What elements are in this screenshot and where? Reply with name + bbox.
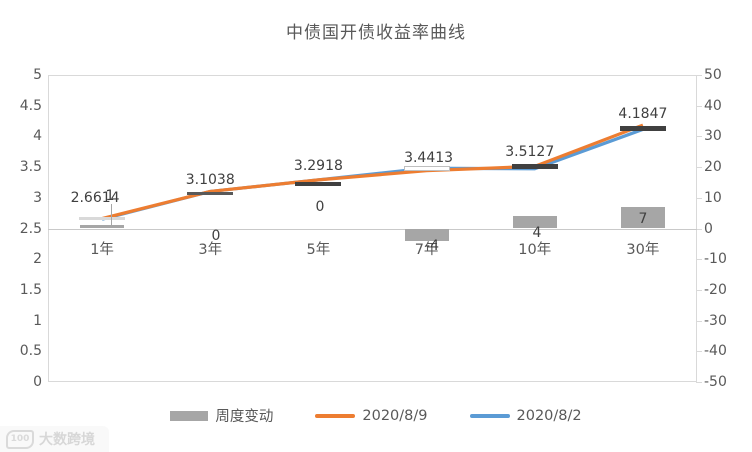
left-axis-tick: 0.5: [19, 343, 42, 360]
weekly-change-bar: [512, 216, 557, 229]
legend-item: 2020/8/2: [469, 407, 582, 424]
left-axis-tick: 2.5: [19, 220, 42, 237]
weekly-change-label: 0: [315, 199, 325, 215]
watermark-text: 大数跨境: [39, 432, 95, 448]
yield-value-label: 3.4413: [404, 149, 454, 166]
right-axis-tick: 10: [704, 189, 722, 206]
left-axis-tick: 1: [33, 312, 42, 329]
right-axis-tick: 50: [704, 67, 722, 83]
weekly-change-bar: [80, 225, 125, 229]
x-axis-category: 5年: [306, 242, 331, 258]
zero-axis-line: [48, 228, 697, 230]
right-axis-tick: 0: [704, 220, 713, 237]
right-axis-tick-mark: [696, 320, 702, 322]
weekly-change-bar: [620, 207, 665, 229]
legend-swatch-line: [315, 413, 356, 418]
yield-value-label: 2.6614: [70, 189, 120, 206]
left-axis-tick: 5: [33, 67, 42, 83]
series-line-2020/8/9: [101, 123, 644, 221]
x-axis-category: 7年: [414, 242, 439, 258]
right-axis-tick-mark: [696, 228, 702, 230]
weekly-change-label: 1: [105, 188, 115, 204]
point-dash-marker: [79, 217, 126, 221]
chart-legend: 周度变动 2020/8/9 2020/8/2: [0, 405, 752, 426]
x-axis-category: 30年: [626, 242, 660, 258]
legend-label: 2020/8/9: [362, 407, 428, 424]
right-axis-tick: -50: [704, 374, 727, 390]
right-axis-tick: 30: [704, 128, 722, 145]
legend-label: 周度变动: [215, 409, 274, 425]
chart-title: 中债国开债收益率曲线: [286, 23, 466, 43]
weekly-change-bar: [404, 228, 449, 241]
legend-item: 2020/8/9: [315, 407, 428, 424]
right-axis-tick: 40: [704, 97, 722, 114]
point-dash-marker: [403, 166, 450, 172]
x-axis-category: 10年: [518, 242, 552, 258]
left-axis-tick: 0: [33, 374, 42, 390]
point-dash-marker: [511, 163, 558, 169]
yield-value-label: 3.5127: [505, 144, 555, 161]
x-axis-category: 3年: [198, 242, 223, 258]
legend-swatch-line: [469, 413, 510, 418]
right-axis-tick-mark: [696, 197, 702, 199]
right-axis-tick: -40: [704, 343, 727, 360]
left-axis-tick: 4: [33, 128, 42, 145]
left-axis-tick: 4.5: [19, 97, 42, 114]
left-axis-tick: 1.5: [19, 281, 42, 298]
right-axis-tick-mark: [696, 382, 702, 383]
weekly-change-label: -4: [425, 238, 439, 254]
point-dash-marker: [295, 181, 342, 186]
right-axis-tick-mark: [696, 289, 702, 291]
yield-value-label: 3.2918: [293, 157, 343, 174]
right-axis-tick: -20: [704, 281, 727, 298]
right-axis-tick: -30: [704, 312, 727, 329]
x-axis-category: 1年: [90, 242, 114, 258]
yield-value-label: 3.1038: [185, 172, 235, 189]
left-axis-tick: 2: [33, 251, 42, 268]
line-series: [101, 123, 644, 221]
left-axis-tick: 3: [33, 189, 42, 206]
legend-swatch-bar: [170, 410, 209, 421]
right-axis-tick: 20: [704, 159, 722, 176]
bar-label-leader-line: [111, 204, 112, 226]
point-dash-marker: [187, 191, 234, 195]
right-axis-tick-mark: [696, 105, 702, 107]
watermark: 100 大数跨境: [0, 426, 109, 452]
watermark-logo-icon: 100: [6, 429, 34, 449]
weekly-change-label: 4: [532, 225, 542, 241]
yield-value-label: 4.1847: [618, 106, 668, 123]
right-axis-tick-mark: [696, 167, 702, 169]
weekly-change-label: 0: [211, 228, 221, 244]
legend-label: 2020/8/2: [516, 407, 582, 424]
legend-item: 周度变动: [170, 405, 273, 426]
right-axis-tick-mark: [696, 136, 702, 138]
weekly-change-label: 7: [638, 211, 648, 227]
right-axis-tick-mark: [696, 351, 702, 353]
right-axis-tick-mark: [696, 75, 702, 76]
right-axis-tick-mark: [696, 259, 702, 261]
point-dash-marker: [619, 125, 666, 131]
right-axis-tick: -10: [704, 251, 727, 268]
left-axis-tick: 3.5: [19, 159, 42, 176]
